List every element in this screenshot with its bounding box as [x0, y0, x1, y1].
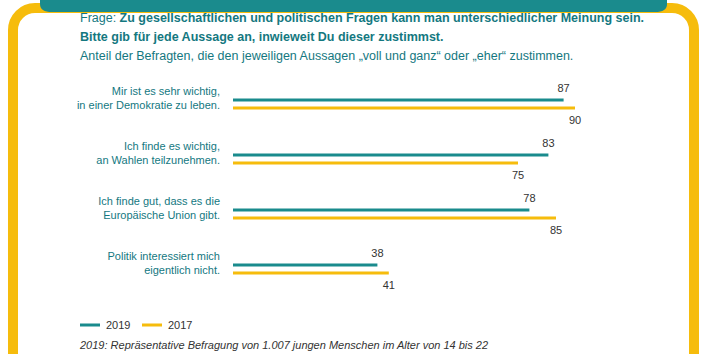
category-label: Ich finde es wichtig, an Wahlen teilzuneh…	[96, 140, 220, 166]
data-label: 85	[550, 224, 562, 236]
category-line: Politik interessiert mich	[108, 250, 220, 262]
legend-label: 2017	[168, 319, 192, 331]
data-label: 87	[557, 82, 569, 94]
title: Frage: Zu gesellschaftlichen und politis…	[80, 11, 644, 25]
legend-swatch	[80, 324, 100, 327]
data-label: 41	[383, 279, 395, 291]
category-line: Europäische Union gibt.	[103, 209, 220, 221]
bar	[233, 162, 518, 165]
title-line: Zu gesellschaftlichen und politischen Fr…	[120, 11, 644, 25]
category-line: Ich finde es wichtig,	[124, 140, 220, 152]
question-label: Frage:	[80, 11, 120, 25]
category-line: in einer Demokratie zu leben.	[77, 99, 220, 111]
category-line: eigentlich nicht.	[144, 264, 220, 276]
category-label: Mir ist es sehr wichtig, in einer Demokra…	[77, 85, 220, 111]
frame	[13, 8, 694, 354]
category-line: Ich finde gut, dass es die	[98, 195, 220, 207]
data-label: 75	[512, 169, 524, 181]
bar	[233, 272, 389, 275]
data-label: 90	[569, 114, 581, 126]
bar	[233, 107, 575, 110]
title-line: Bitte gib für jede Aussage an, inwieweit…	[80, 30, 444, 44]
legend-label: 2019	[106, 319, 130, 331]
data-label: 38	[371, 247, 383, 259]
data-label: 78	[523, 192, 535, 204]
bar	[233, 154, 548, 157]
bar	[233, 99, 564, 102]
category-label: Politik interessiert mich eigentlich nich…	[108, 250, 220, 276]
bar	[233, 264, 377, 267]
category-line: an Wahlen teilzunehmen.	[96, 154, 220, 166]
category-line: Mir ist es sehr wichtig,	[112, 85, 220, 97]
subtitle: Anteil der Befragten, die den jeweiligen…	[80, 49, 573, 63]
legend-swatch	[142, 324, 162, 327]
bar	[233, 209, 529, 212]
bars	[233, 99, 575, 275]
bar	[233, 217, 556, 220]
data-label: 83	[542, 137, 554, 149]
category-label: Ich finde gut, dass es die Europäische Un…	[98, 195, 220, 221]
footnote: 2019: Repräsentative Befragung von 1.007…	[79, 339, 488, 351]
